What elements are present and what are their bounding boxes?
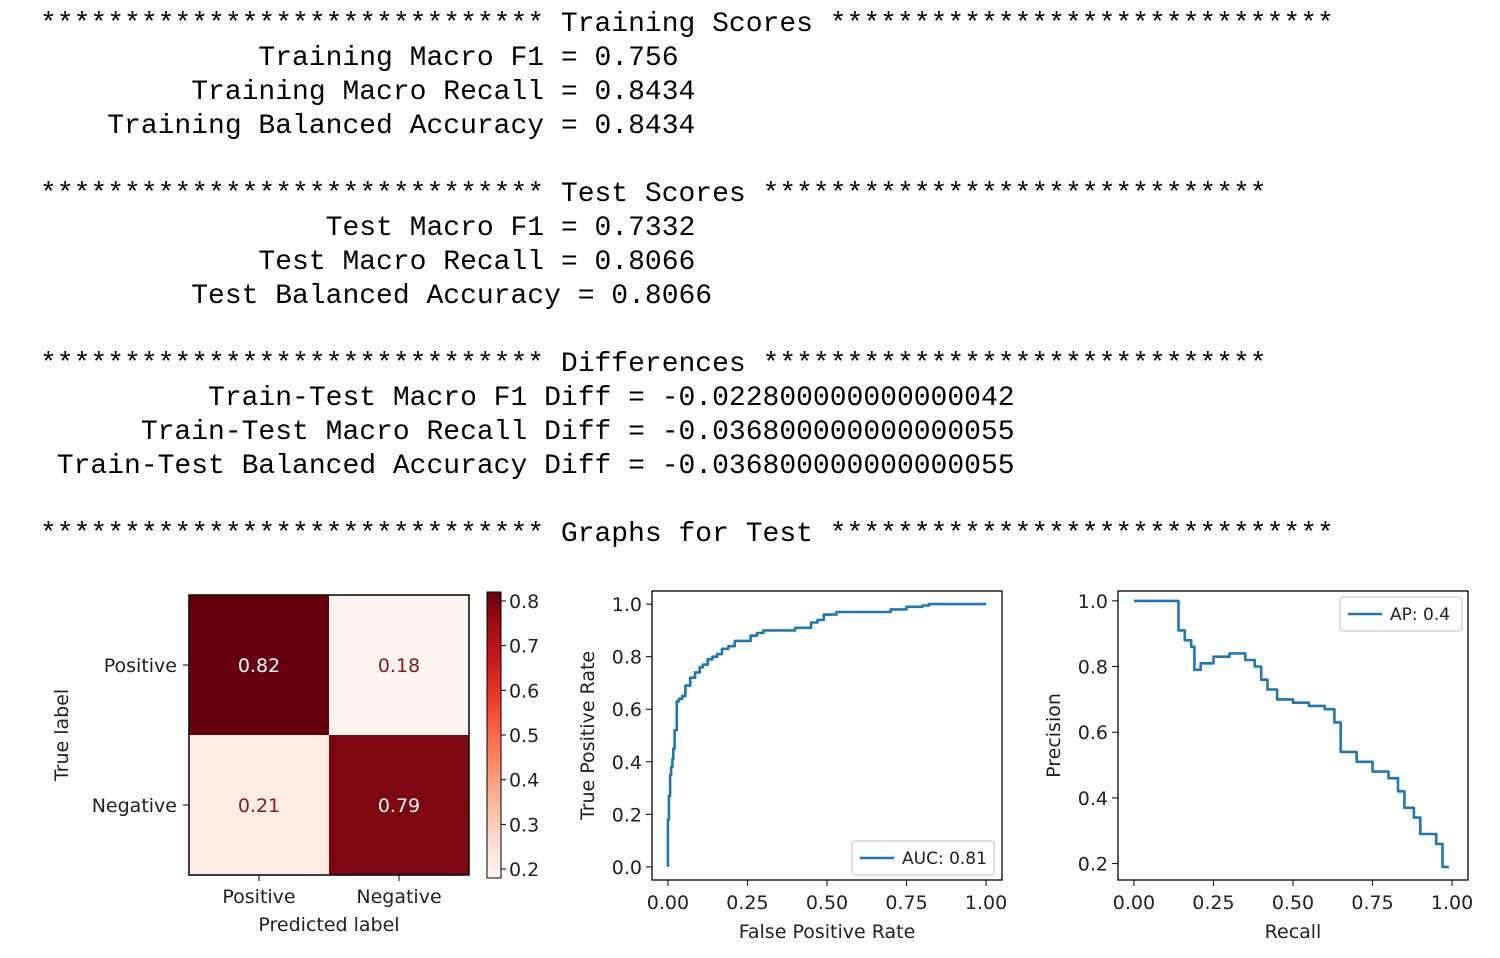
graphs-for-test-header: ****************************** Graphs fo… [40,519,1334,550]
x-axis-label: False Positive Rate [739,921,916,943]
training-macro-recall-line: Training Macro Recall = 0.8434 [40,77,696,108]
x-tick-label: 1.00 [1431,892,1473,914]
x-tick-label: 0.75 [1351,892,1393,914]
y-tick-label: Positive [104,655,177,677]
legend-box [1339,596,1463,632]
legend-box [851,840,995,876]
test-balanced-accuracy-line: Test Balanced Accuracy = 0.8066 [40,281,713,312]
x-axis-label: Recall [1265,921,1322,943]
cell-value-label: 0.82 [238,655,280,677]
series-line [666,602,987,867]
x-tick-label: 0.00 [647,892,689,914]
colorbar [486,591,502,879]
training-macro-f1-line: Training Macro F1 = 0.756 [40,43,679,74]
heatmap-cell [329,595,469,735]
cell-value-label: 0.21 [238,795,280,817]
diff-macro-f1-line: Train-Test Macro F1 Diff = -0.0228000000… [40,383,1015,414]
x-tick-label: 0.00 [1113,892,1155,914]
series-line [1133,599,1449,869]
y-tick-label: 1.0 [1078,591,1108,613]
colorbar-tick-label: 0.3 [509,814,539,836]
cell-value-label: 0.79 [378,795,420,817]
colorbar-tick-label: 0.6 [509,680,539,702]
y-tick-label: 0.6 [1078,722,1108,744]
legend-label: AP: 0.4 [1390,605,1450,625]
colorbar-tick-label: 0.4 [509,770,539,792]
heatmap-frame [188,594,470,876]
y-tick-label: 0.4 [1078,788,1108,810]
cell-value-label: 0.18 [378,655,420,677]
y-tick-label: 0.0 [612,857,642,879]
y-axis-label: True Positive Rate [577,651,599,821]
colorbar-tick-label: 0.5 [509,725,539,747]
y-tick-label: 0.8 [1078,657,1108,679]
colorbar-tick-label: 0.8 [509,591,539,613]
plot-frame [651,590,1003,881]
heatmap-cell [189,735,329,875]
x-tick-label: 0.25 [1192,892,1234,914]
x-tick-label: 0.50 [806,892,848,914]
y-tick-label: 0.8 [612,647,642,669]
y-axis-label: Precision [1043,693,1065,778]
test-macro-f1-line: Test Macro F1 = 0.7332 [40,213,696,244]
x-tick-label: Negative [356,886,441,908]
diff-balanced-accuracy-line: Train-Test Balanced Accuracy Diff = -0.0… [40,451,1015,482]
legend-label: AUC: 0.81 [902,849,987,869]
y-tick-label: 0.2 [612,804,642,826]
differences-header: ****************************** Differenc… [40,349,1267,380]
test-macro-recall-line: Test Macro Recall = 0.8066 [40,247,696,278]
colorbar-tick-label: 0.2 [509,859,539,881]
x-tick-label: 1.00 [965,892,1007,914]
diff-macro-recall-line: Train-Test Macro Recall Diff = -0.036800… [40,417,1015,448]
x-tick-label: 0.50 [1272,892,1314,914]
y-tick-label: 1.0 [612,594,642,616]
x-axis-label: Predicted label [258,914,399,936]
confusion-matrix-chart: 0.82 0.18 0.21 0.79 Positive Negative Positive… [51,591,539,936]
precision-recall-chart: 0.00 0.25 0.50 0.75 1.00 0.2 0.4 0.6 0.8 1.0 Recal… [1043,590,1473,943]
y-tick-label: 0.2 [1078,854,1108,876]
y-tick-label: Negative [92,795,177,817]
test-scores-header: ****************************** Test Scor… [40,179,1267,210]
training-scores-header: ****************************** Training … [40,9,1334,40]
plot-frame [1117,590,1469,881]
y-tick-label: 0.4 [612,752,642,774]
x-tick-label: Positive [222,886,295,908]
x-tick-label: 0.25 [726,892,768,914]
y-tick-label: 0.6 [612,699,642,721]
heatmap-cell [189,595,329,735]
training-balanced-accuracy-line: Training Balanced Accuracy = 0.8434 [40,111,696,142]
colorbar-tick-label: 0.7 [509,636,539,658]
notebook-output: ****************************** Training … [40,9,1334,550]
heatmap-cell [329,735,469,875]
x-tick-label: 0.75 [885,892,927,914]
y-axis-label: True label [51,689,73,782]
roc-curve-chart: 0.00 0.25 0.50 0.75 1.00 0.0 0.2 0.4 0.6 0.8 1.0 Fa… [577,590,1007,943]
